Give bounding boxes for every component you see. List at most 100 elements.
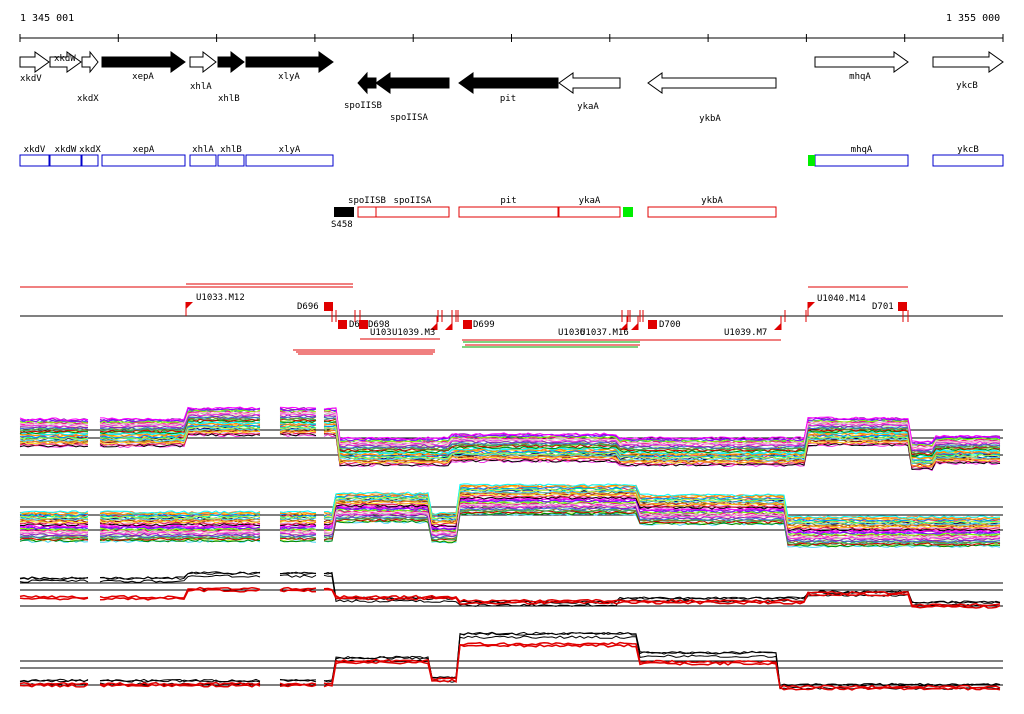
gene-label-xkdV: xkdV (20, 74, 42, 84)
expression-line (19, 509, 1001, 546)
expression-line (19, 504, 1001, 540)
gene-label-xepA: xepA (132, 72, 154, 82)
expression-line (19, 502, 1001, 539)
expression-panel-2 (19, 483, 1001, 548)
flag-u1040-flag (808, 302, 815, 309)
expression-line (19, 421, 1001, 459)
expression-line (19, 496, 1001, 532)
gene-arrow-mhqA (814, 51, 909, 73)
expression-line (19, 493, 1001, 529)
operon-box-pit (458, 206, 559, 218)
operon-box-xkdX (81, 154, 99, 167)
expression-line (19, 484, 1001, 521)
expression-line (19, 497, 1001, 534)
segment-label-D6: D6 (349, 320, 360, 330)
expression-line (19, 632, 1001, 687)
expression-panel-3-red (19, 586, 1001, 609)
segment-box (359, 320, 368, 329)
expression-line (19, 574, 1001, 607)
expression-line (19, 412, 1001, 451)
expression-line (19, 510, 1001, 546)
expression-line (19, 641, 1001, 689)
segment-label-U1040-M14: U1040.M14 (817, 294, 866, 304)
gene-label-xkdW: xkdW (54, 54, 76, 64)
expression-panel-3-black (19, 571, 1001, 607)
segment-label-D699: D699 (473, 320, 495, 330)
operon-box-xkdV (19, 154, 50, 167)
operon-box-xhlB (217, 154, 245, 167)
gene-arrow-spoIISB (357, 71, 377, 95)
flag-c-flag (631, 323, 638, 330)
expression-line (19, 571, 1001, 604)
expression-line (19, 406, 1001, 444)
operon-box-xhlA (189, 154, 217, 167)
green-marker-box (808, 155, 815, 166)
expression-panel-4-red (19, 641, 1001, 691)
gene-label-xlyA: xlyA (278, 72, 300, 82)
gene-label-ykcB: ykcB (956, 81, 978, 91)
segment-label-U1033-M12: U1033.M12 (196, 293, 245, 303)
gene-label-ykaA: ykaA (577, 102, 599, 112)
expression-line (19, 415, 1001, 454)
expression-line (19, 500, 1001, 536)
operon-box-ykcB (932, 154, 1004, 167)
operon-box-spoIISA (375, 206, 450, 218)
operon-label-spoIISB: spoIISB (348, 196, 386, 206)
expression-line (19, 487, 1001, 524)
segment-label-U103: U103 (370, 328, 392, 338)
operon-label-ykcB: ykcB (957, 145, 979, 155)
operon-label-xlyA: xlyA (279, 145, 301, 155)
gene-label-xkdX: xkdX (77, 94, 99, 104)
gene-arrow-xhlA (189, 50, 217, 74)
expression-line (19, 406, 1000, 443)
expression-line (19, 419, 1001, 457)
segment-box (324, 302, 333, 311)
expression-line (19, 508, 1001, 545)
segment-label-D700: D700 (659, 320, 681, 330)
expression-line (19, 431, 1001, 469)
expression-line (19, 424, 1001, 462)
gene-arrow-xepA (101, 51, 186, 73)
operon-label-xkdV: xkdV (24, 145, 46, 155)
expression-line (19, 428, 1001, 467)
gene-arrow-xkdV (19, 51, 50, 73)
coord-right: 1 355 000 (946, 13, 1001, 24)
gene-label-spoIISB: spoIISB (344, 101, 382, 111)
flag-d-flag (774, 323, 781, 330)
operon-label-ykaA: ykaA (579, 196, 601, 206)
operon-label-spoIISA: spoIISA (394, 196, 433, 206)
segment-box (898, 302, 907, 311)
expression-line (19, 409, 1001, 447)
gene-arrow-spoIISA (375, 72, 450, 94)
operon-box-xkdW (49, 154, 82, 167)
segment-label-U1037-M16: U1037.M16 (580, 328, 629, 338)
expression-line (19, 433, 1001, 471)
gene-arrow-xlyA (245, 51, 334, 73)
operon-box-ykbA (647, 206, 777, 218)
expression-line (19, 483, 1001, 519)
operon-label-pit: pit (500, 196, 516, 206)
gene-label-xhlA: xhlA (190, 82, 212, 92)
expression-line (19, 418, 1001, 456)
expression-line (19, 643, 1001, 691)
expression-line (19, 505, 1001, 542)
operon-box-xepA (101, 154, 186, 167)
gene-label-mhqA: mhqA (849, 72, 871, 82)
gene-arrow-xhlB (217, 50, 245, 74)
gene-arrow-pit (458, 72, 559, 94)
expression-line (19, 488, 1001, 525)
expression-line (19, 407, 1001, 445)
operon-box-xlyA (245, 154, 334, 167)
segment-label-D698: D698 (368, 320, 390, 330)
expression-line (19, 588, 1001, 609)
gene-arrow-xkdW (49, 51, 82, 73)
expression-line (19, 631, 1001, 687)
operon-label-xepA: xepA (133, 145, 155, 155)
operon-label-xhlA: xhlA (192, 145, 214, 155)
marker-label-S458: S458 (331, 220, 353, 230)
expression-line (19, 416, 1001, 454)
operon-box-mhqA (814, 154, 909, 167)
gene-arrow-ykcB (932, 51, 1004, 73)
